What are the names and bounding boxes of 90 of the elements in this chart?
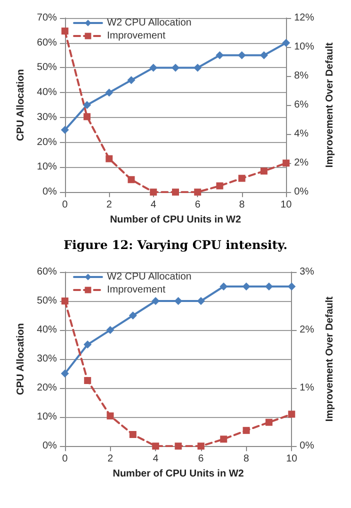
point: [216, 182, 224, 190]
x-axis-title: Number of CPU Units in W2: [110, 214, 242, 226]
point: [106, 412, 114, 420]
point: [105, 88, 114, 97]
point: [216, 51, 224, 60]
point: [84, 377, 92, 384]
y-tick-label: 60%: [36, 37, 58, 48]
y-tick-label: 60%: [36, 266, 58, 278]
x-tick-label: 8: [244, 454, 250, 465]
x-tick-label: 0: [62, 200, 68, 211]
point: [128, 312, 137, 320]
point: [60, 126, 69, 134]
point: [150, 188, 157, 196]
y2-tick-label: 1%: [300, 382, 314, 394]
point: [61, 28, 68, 35]
point: [128, 176, 135, 184]
point: [288, 282, 296, 291]
y2-tick-label: 8%: [294, 70, 309, 82]
legend-label: Improvement: [107, 30, 166, 42]
point: [83, 101, 92, 110]
x-tick-label: 2: [106, 200, 112, 211]
x-tick-label: 8: [239, 200, 246, 211]
legend-label: Improvement: [107, 284, 166, 296]
y2-tick-label: 10%: [294, 42, 314, 53]
y-tick-label: 40%: [36, 324, 58, 336]
point: [127, 76, 136, 84]
point: [129, 430, 136, 438]
y2-tick-label: 2%: [300, 324, 314, 336]
x-tick-label: 6: [194, 200, 201, 211]
y-axis-title: CPU Allocation: [16, 69, 26, 141]
y-tick-label: 50%: [36, 62, 58, 74]
point: [152, 442, 160, 450]
x-tick-label: 10: [280, 200, 292, 211]
y2-tick-label: 12%: [294, 12, 314, 24]
point: [172, 188, 179, 196]
point: [282, 38, 290, 47]
x-tick-label: 10: [286, 454, 298, 465]
y2-tick-label: 3%: [300, 266, 314, 278]
y-tick-label: 20%: [36, 136, 58, 148]
x-tick-label: 6: [198, 454, 204, 465]
x-axis-title: Number of CPU Units in W2: [112, 468, 244, 480]
y-tick-label: 10%: [36, 412, 58, 423]
point: [238, 174, 246, 182]
point: [61, 298, 68, 305]
point: [242, 426, 250, 434]
x-tick-label: 2: [107, 454, 114, 465]
y-tick-label: 30%: [36, 112, 58, 123]
point: [174, 442, 182, 450]
point: [194, 188, 202, 196]
y2-tick-label: 0%: [300, 440, 314, 452]
point: [238, 51, 246, 60]
y-tick-label: 0%: [42, 440, 58, 452]
y-tick-label: 10%: [36, 162, 58, 173]
y-axis-title: CPU Allocation: [16, 323, 26, 395]
legend-label: W2 CPU Allocation: [107, 18, 192, 28]
point: [288, 410, 296, 418]
x-tick-label: 0: [62, 454, 68, 465]
point: [106, 326, 114, 334]
point: [242, 282, 250, 291]
x-tick-label: 4: [150, 200, 157, 211]
y-tick-label: 40%: [36, 87, 58, 98]
y2-axis-title: Improvement Over Default: [324, 296, 336, 422]
y-tick-label: 20%: [36, 382, 58, 394]
y-tick-label: 50%: [36, 296, 58, 307]
point: [282, 160, 290, 167]
y-tick-label: 70%: [36, 12, 58, 24]
x-tick-label: 4: [152, 454, 159, 465]
point: [265, 418, 272, 426]
y2-axis-title: Improvement Over Default: [324, 42, 336, 168]
point: [220, 436, 228, 443]
y2-tick-label: 4%: [294, 128, 309, 140]
y-tick-label: 30%: [36, 354, 58, 365]
caption: Figure 12: Varying CPU intensity.: [62, 238, 288, 252]
point: [106, 155, 113, 162]
point: [149, 64, 158, 72]
point: [220, 282, 228, 291]
point: [84, 340, 92, 349]
point: [84, 113, 91, 120]
point: [194, 64, 202, 72]
y-tick-label: 0%: [42, 186, 58, 198]
point: [60, 370, 69, 378]
y2-tick-label: 2%: [294, 158, 309, 169]
point: [197, 442, 204, 450]
point: [172, 64, 180, 72]
point: [174, 297, 182, 306]
y2-tick-label: 6%: [294, 100, 309, 111]
y2-tick-label: 0%: [294, 186, 309, 198]
point: [260, 51, 268, 60]
legend-label: W2 CPU Allocation: [107, 272, 192, 282]
point: [260, 168, 268, 175]
